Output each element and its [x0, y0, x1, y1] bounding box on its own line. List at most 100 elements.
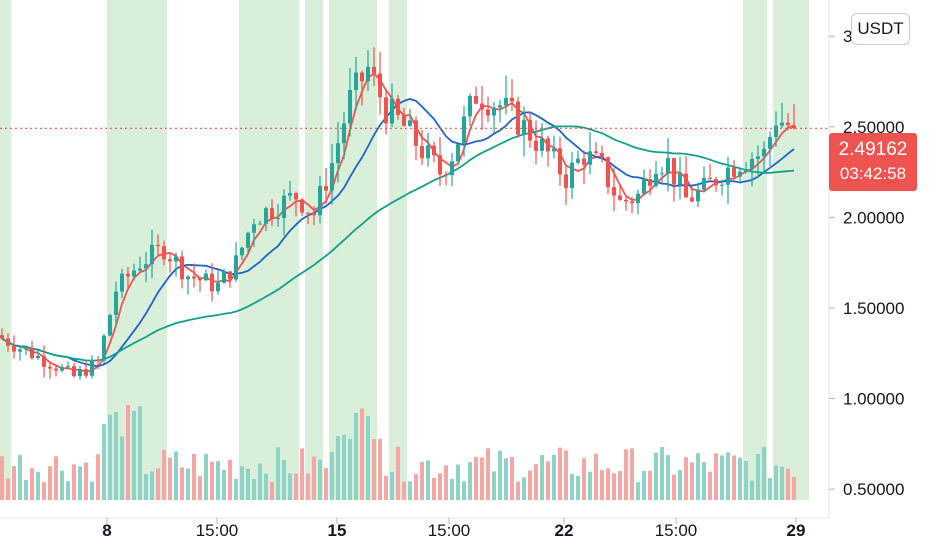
candle-body: [486, 109, 490, 116]
candle: [90, 355, 94, 379]
candle: [36, 350, 40, 361]
candle: [210, 263, 214, 302]
candle: [60, 364, 64, 373]
candle: [768, 131, 772, 167]
candle: [456, 143, 460, 163]
candle: [516, 96, 520, 138]
candle-body: [264, 208, 268, 224]
volume-bar: [162, 449, 166, 500]
volume-bar: [336, 436, 340, 500]
candle: [48, 362, 52, 380]
price-tick-label: 1.00000: [843, 390, 904, 409]
volume-bar: [468, 462, 472, 500]
candle: [528, 111, 532, 148]
volume-bar: [492, 471, 496, 500]
candle-body: [114, 291, 118, 315]
volume-bar: [156, 468, 160, 500]
candle-body: [414, 120, 418, 146]
candle: [744, 162, 748, 174]
candle: [642, 169, 646, 196]
volume-bar: [672, 474, 676, 500]
volume-bar: [360, 408, 364, 500]
volume-bar: [450, 478, 454, 500]
candle: [786, 113, 790, 131]
candle-body: [204, 273, 208, 281]
volume-bar: [666, 455, 670, 500]
candles: [0, 47, 796, 380]
candle-body: [690, 197, 694, 202]
volume-bar: [384, 475, 388, 500]
candle: [468, 93, 472, 126]
candle: [576, 150, 580, 165]
candle-body: [558, 148, 562, 175]
volume-bar: [0, 456, 4, 500]
candle: [294, 191, 298, 217]
candle: [282, 189, 286, 236]
candle: [84, 359, 88, 379]
candle-body: [330, 163, 334, 191]
candle: [732, 160, 736, 179]
volume-bar: [594, 453, 598, 500]
candle: [774, 111, 778, 147]
volume-bar: [324, 468, 328, 500]
session-highlight-band: [773, 0, 809, 500]
candle-body: [216, 282, 220, 292]
last-price-tag: 2.49162 03:42:58: [829, 133, 917, 191]
candle: [582, 150, 586, 185]
candle-body: [570, 162, 574, 189]
volume-bar: [516, 481, 520, 500]
candle-countdown: 03:42:58: [839, 164, 907, 183]
candle: [492, 102, 496, 133]
candle-body: [132, 270, 136, 277]
candle-body: [498, 105, 502, 108]
volume-bar: [420, 462, 424, 500]
candle-body: [588, 151, 592, 165]
candle-body: [444, 174, 448, 176]
volume-bar: [120, 436, 124, 500]
candle: [240, 246, 244, 260]
candle: [708, 163, 712, 180]
volume-bar: [606, 468, 610, 500]
candle-body: [792, 125, 796, 129]
volume-bar: [564, 450, 568, 500]
candle: [756, 145, 760, 178]
candle-body: [420, 145, 424, 159]
volume-bar: [438, 473, 442, 500]
candle: [126, 266, 130, 290]
candle-body: [426, 145, 430, 159]
candle-body: [366, 66, 370, 82]
volume-bar: [114, 412, 118, 500]
candle-body: [186, 276, 190, 280]
candle-body: [726, 167, 730, 185]
volume-bar: [180, 467, 184, 500]
volume-bar: [6, 478, 10, 500]
candle-body: [756, 156, 760, 159]
candle: [0, 328, 4, 340]
candle-body: [630, 201, 634, 204]
candle-body: [84, 369, 88, 376]
volume-bar: [294, 473, 298, 500]
candle-body: [138, 268, 142, 271]
candle: [636, 189, 640, 215]
time-tick-label: 8: [102, 521, 111, 540]
volume-bar: [54, 456, 58, 500]
volume-bar: [720, 455, 724, 500]
candle-body: [654, 174, 658, 186]
volume-bar: [486, 448, 490, 500]
candle-body: [102, 335, 106, 361]
time-tick-label: 15:00: [196, 521, 239, 540]
candle-body: [552, 148, 556, 152]
session-highlights: [0, 0, 809, 500]
currency-button[interactable]: USDT: [851, 13, 910, 45]
candle-body: [174, 256, 178, 262]
candle-body: [636, 193, 640, 204]
volume-bar: [546, 461, 550, 500]
candle: [426, 132, 430, 167]
candle-body: [408, 120, 412, 126]
candle: [186, 275, 190, 295]
candle-body: [666, 158, 670, 174]
candle: [564, 166, 568, 205]
candle-body: [474, 95, 478, 104]
candle: [360, 70, 364, 106]
